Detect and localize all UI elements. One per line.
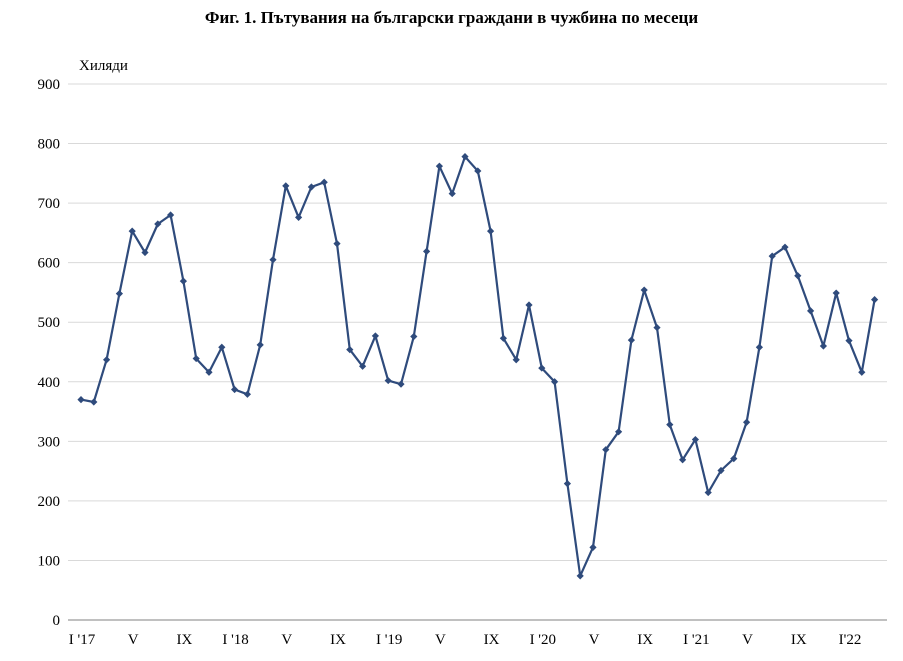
data-point — [589, 543, 597, 551]
x-tick-labels: I '17 V IX I '18 V IX I '19 V IX I '20 V IX I '21 V IX… — [69, 632, 862, 648]
data-point — [679, 456, 687, 464]
data-point — [371, 332, 379, 340]
data-point — [704, 488, 712, 497]
data-point — [525, 301, 533, 309]
data-point — [781, 243, 789, 251]
data-point — [666, 421, 674, 429]
data-point — [755, 343, 763, 351]
data-point — [448, 189, 456, 198]
data-point — [77, 396, 85, 404]
data-point — [743, 418, 751, 426]
data-point — [384, 376, 392, 385]
data-point — [730, 455, 738, 463]
data-point — [717, 466, 725, 475]
data-point — [192, 354, 200, 363]
data-point — [154, 220, 162, 228]
data-point — [691, 435, 699, 444]
x-tick-label: V — [281, 632, 292, 648]
y-tick-labels: 0 100 200 300 400 500 600 700 800 900 — [38, 77, 61, 629]
data-point — [461, 153, 469, 161]
data-point — [320, 178, 328, 186]
data-point — [627, 336, 635, 344]
x-tick-label: I '19 — [376, 632, 402, 648]
data-point — [845, 337, 853, 345]
data-point — [615, 428, 623, 436]
data-point — [333, 240, 341, 248]
data-point — [295, 213, 303, 222]
data-point — [115, 290, 123, 298]
x-tick-label: I '17 — [69, 632, 96, 648]
y-tick-label: 500 — [38, 315, 61, 331]
x-tick-label: V — [742, 632, 753, 648]
data-point — [282, 182, 290, 190]
data-point — [256, 341, 264, 349]
data-point — [103, 356, 111, 364]
data-point — [871, 295, 879, 304]
y-tick-label: 200 — [38, 494, 61, 510]
data-point — [768, 252, 776, 260]
data-point — [602, 446, 610, 454]
x-tick-label: V — [589, 632, 600, 648]
data-point — [640, 286, 648, 294]
x-tick-label: I'22 — [839, 632, 862, 648]
x-tick-label: I '21 — [683, 632, 709, 648]
x-tick-label: IX — [637, 632, 653, 648]
data-point — [90, 398, 98, 406]
data-point — [474, 167, 482, 175]
data-point — [269, 256, 277, 264]
y-tick-label: 600 — [38, 256, 61, 272]
data-point — [179, 277, 187, 285]
data-point — [231, 385, 239, 394]
data-point — [423, 247, 431, 255]
data-point — [128, 227, 136, 235]
x-tick-label: IX — [484, 632, 500, 648]
data-point — [359, 362, 367, 370]
x-tick-label: I '18 — [222, 632, 248, 648]
y-axis-label: Хиляди — [79, 58, 128, 74]
x-tick-label: I '20 — [530, 632, 556, 648]
data-point — [653, 323, 661, 332]
x-tick-label: IX — [791, 632, 807, 648]
data-point — [563, 480, 571, 488]
x-tick-label: V — [128, 632, 139, 648]
data-point — [435, 162, 443, 170]
data-point — [397, 380, 405, 388]
gridlines — [68, 83, 887, 621]
data-points — [77, 153, 879, 580]
data-point — [512, 356, 520, 364]
y-tick-label: 300 — [38, 434, 61, 450]
data-point — [218, 343, 226, 351]
data-point — [307, 183, 315, 191]
data-point — [499, 334, 507, 342]
x-tick-label: V — [435, 632, 446, 648]
x-tick-label: IX — [330, 632, 346, 648]
data-point — [807, 307, 815, 315]
x-tick-label: IX — [176, 632, 192, 648]
data-point — [858, 368, 866, 376]
y-tick-label: 0 — [53, 613, 61, 629]
data-point — [487, 227, 495, 235]
data-point — [576, 572, 584, 580]
y-tick-label: 400 — [38, 375, 61, 391]
data-point — [410, 332, 418, 341]
chart-title: Фиг. 1. Пътувания на български граждани … — [204, 8, 699, 27]
data-point — [794, 272, 802, 280]
y-tick-label: 900 — [38, 77, 61, 93]
data-point — [346, 346, 354, 354]
data-point — [141, 248, 149, 257]
data-point — [819, 342, 827, 350]
y-tick-label: 700 — [38, 196, 61, 212]
data-point — [551, 378, 559, 386]
y-tick-label: 100 — [38, 553, 61, 569]
data-point — [243, 390, 251, 398]
data-point — [205, 368, 213, 376]
series-line — [80, 155, 876, 577]
data-point — [167, 211, 175, 219]
data-point — [832, 289, 840, 297]
data-point — [538, 364, 546, 372]
y-tick-label: 800 — [38, 137, 61, 153]
